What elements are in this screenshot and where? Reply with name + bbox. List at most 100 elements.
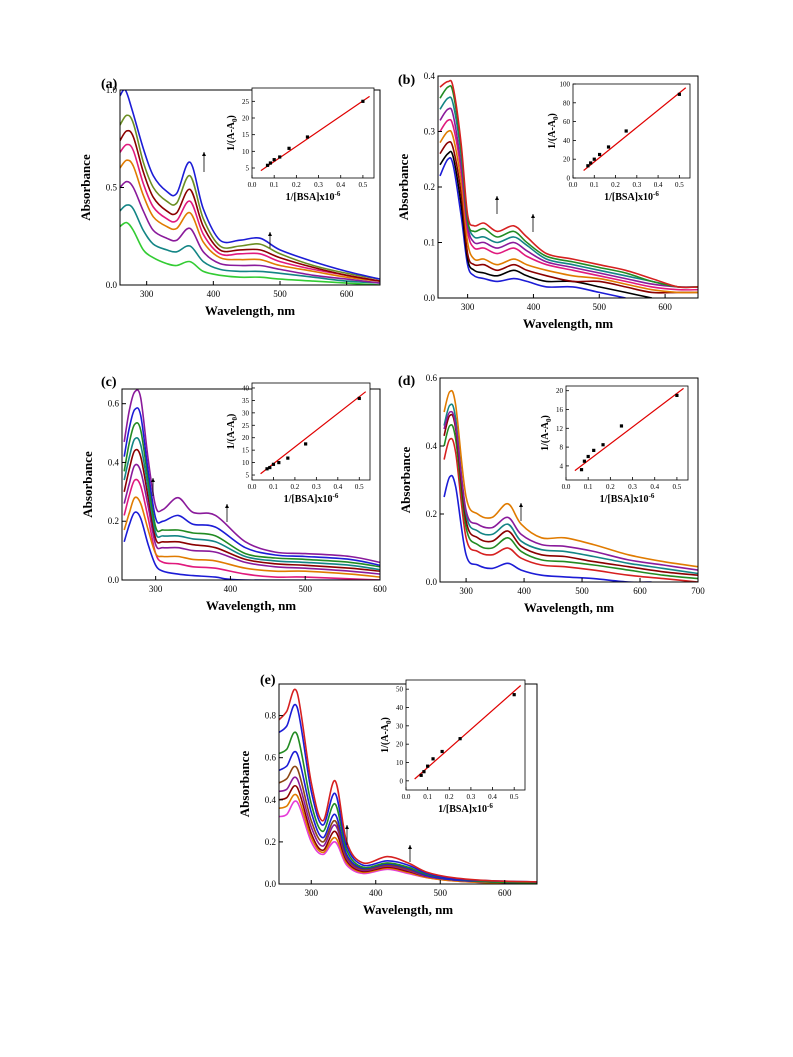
inset-x-tick-label: 0.5 [359,181,368,189]
inset-data-point [589,161,593,165]
series-line-1 [439,156,626,298]
series-group [123,389,380,580]
trend-arrow-head [151,478,155,482]
x-tick-label: 300 [140,289,154,299]
inset-data-point [624,129,628,133]
series-line-1 [443,474,652,582]
inset-data-point [304,442,308,446]
inset-x-axis-title-exponent: -6 [335,190,341,198]
y-axis-title: Absorbance [80,451,95,518]
inset-data-point [265,467,269,471]
inset-y-axis-title-subscript: 0 [552,116,560,120]
y-axis-title: Absorbance [237,751,252,818]
inset-y-tick-label: 15 [242,131,250,139]
series-line-1 [123,511,380,580]
inset-y-axis-title-close: ) [380,717,391,720]
series-line-6 [439,107,698,288]
series-line-5 [443,403,698,575]
series-line-6 [120,129,380,282]
inset-x-tick-label: 0.3 [632,181,641,189]
trend-arrow-head [495,196,499,200]
inset-y-tick-label: 0 [567,175,571,183]
series-line-3 [439,140,698,294]
inset-x-axis-title: 1/[BSA]x10-6 [286,190,341,203]
inset-y-tick-label: 40 [563,137,571,145]
y-axis-title: Absorbance [78,154,93,221]
inset-data-point [431,757,435,761]
inset-x-tick-label: 0.2 [606,483,615,491]
series-line-7 [443,389,698,568]
inset-frame [405,679,526,791]
inset-plot: 0.0 0.1 0.2 0.3 0.4 0.5 0 10 20 30 40 50 1/[BSA]x10-… [380,679,526,815]
series-line-7 [120,114,380,280]
x-axis-title: Wavelength, nm [363,902,453,917]
series-line-8 [120,90,380,280]
inset-x-tick-label: 0.2 [292,181,301,189]
inset-y-tick-label: 40 [396,704,404,712]
inset-data-point [675,393,679,397]
trend-arrow-head [519,503,523,507]
inset-x-tick-label: 0.1 [423,793,432,801]
inset-y-axis-title-close: ) [226,414,237,417]
panel-label: (e) [260,673,276,688]
inset-y-tick-label: 20 [556,387,564,395]
trend-arrow-head [408,845,412,849]
fit-line [574,387,684,472]
inset-y-tick-label: 20 [242,434,250,442]
inset-plot: 0.0 0.1 0.2 0.3 0.4 0.5 0 20 40 60 80 100 1/[BSA]x10… [547,81,691,203]
y-tick-label: 0.4 [108,457,120,467]
inset-x-tick-label: 0.5 [510,793,519,801]
panel-1: 300 400 500 600 0.0 0.5 1.0 Wavelength, nm Absor… [78,77,381,318]
x-tick-label: 600 [658,302,672,312]
inset-x-tick-label: 0.1 [584,483,593,491]
inset-y-axis-title-subscript: 0 [545,418,553,422]
series-line-8 [123,407,380,567]
y-tick-label: 0.4 [265,795,277,805]
y-tick-label: 0.0 [265,879,277,889]
y-tick-label: 0.0 [108,575,120,585]
inset-y-tick-label: 30 [396,722,404,730]
inset-x-tick-label: 0.3 [628,483,637,491]
inset-x-tick-label: 0.4 [336,181,345,189]
series-line-2 [443,437,698,582]
series-line-4 [120,159,380,282]
inset-x-tick-label: 0.1 [590,181,599,189]
series-line-5 [439,118,698,291]
inset-x-tick-label: 0.1 [269,483,278,491]
inset-frame [565,385,689,481]
inset-y-tick-label: 80 [563,99,571,107]
inset-plot: 0.0 0.1 0.2 0.3 0.4 0.5 5 10 15 20 25 30 35 40 1/[BSA]… [226,382,371,505]
y-axis-title: Absorbance [396,154,411,221]
series-line-2 [120,204,380,284]
inset-data-point [268,465,272,470]
inset-y-tick-label: 25 [242,98,250,106]
fit-line [260,391,367,475]
panel-label: (d) [398,374,415,389]
inset-y-tick-label: 40 [242,384,250,392]
y-tick-label: 0.2 [108,516,119,526]
inset-frame [251,382,371,481]
y-tick-label: 0.5 [106,183,118,193]
series-line-3 [443,424,698,580]
x-axis-title: Wavelength, nm [523,316,613,331]
fit-line [583,87,687,171]
inset-x-tick-label: 0.2 [445,793,454,801]
inset-x-tick-label: 0.1 [270,181,279,189]
inset-y-tick-label: 10 [242,459,250,467]
inset-y-tick-label: 20 [242,115,250,123]
fit-line [414,685,522,780]
inset-y-tick-label: 50 [396,686,404,694]
inset-y-tick-label: 5 [246,472,250,480]
y-tick-label: 0.6 [108,399,120,409]
inset-data-point [586,164,590,168]
inset-x-tick-label: 0.0 [248,181,257,189]
inset-x-axis-title: 1/[BSA]x10-6 [600,492,655,505]
x-axis-title: Wavelength, nm [205,303,295,318]
plot-frame [439,377,699,583]
inset-y-axis-title-subscript: 0 [231,118,239,122]
inset-y-axis-title: 1/(A-A0) [380,717,393,753]
x-tick-label: 500 [593,302,607,312]
inset-data-point [426,764,430,768]
